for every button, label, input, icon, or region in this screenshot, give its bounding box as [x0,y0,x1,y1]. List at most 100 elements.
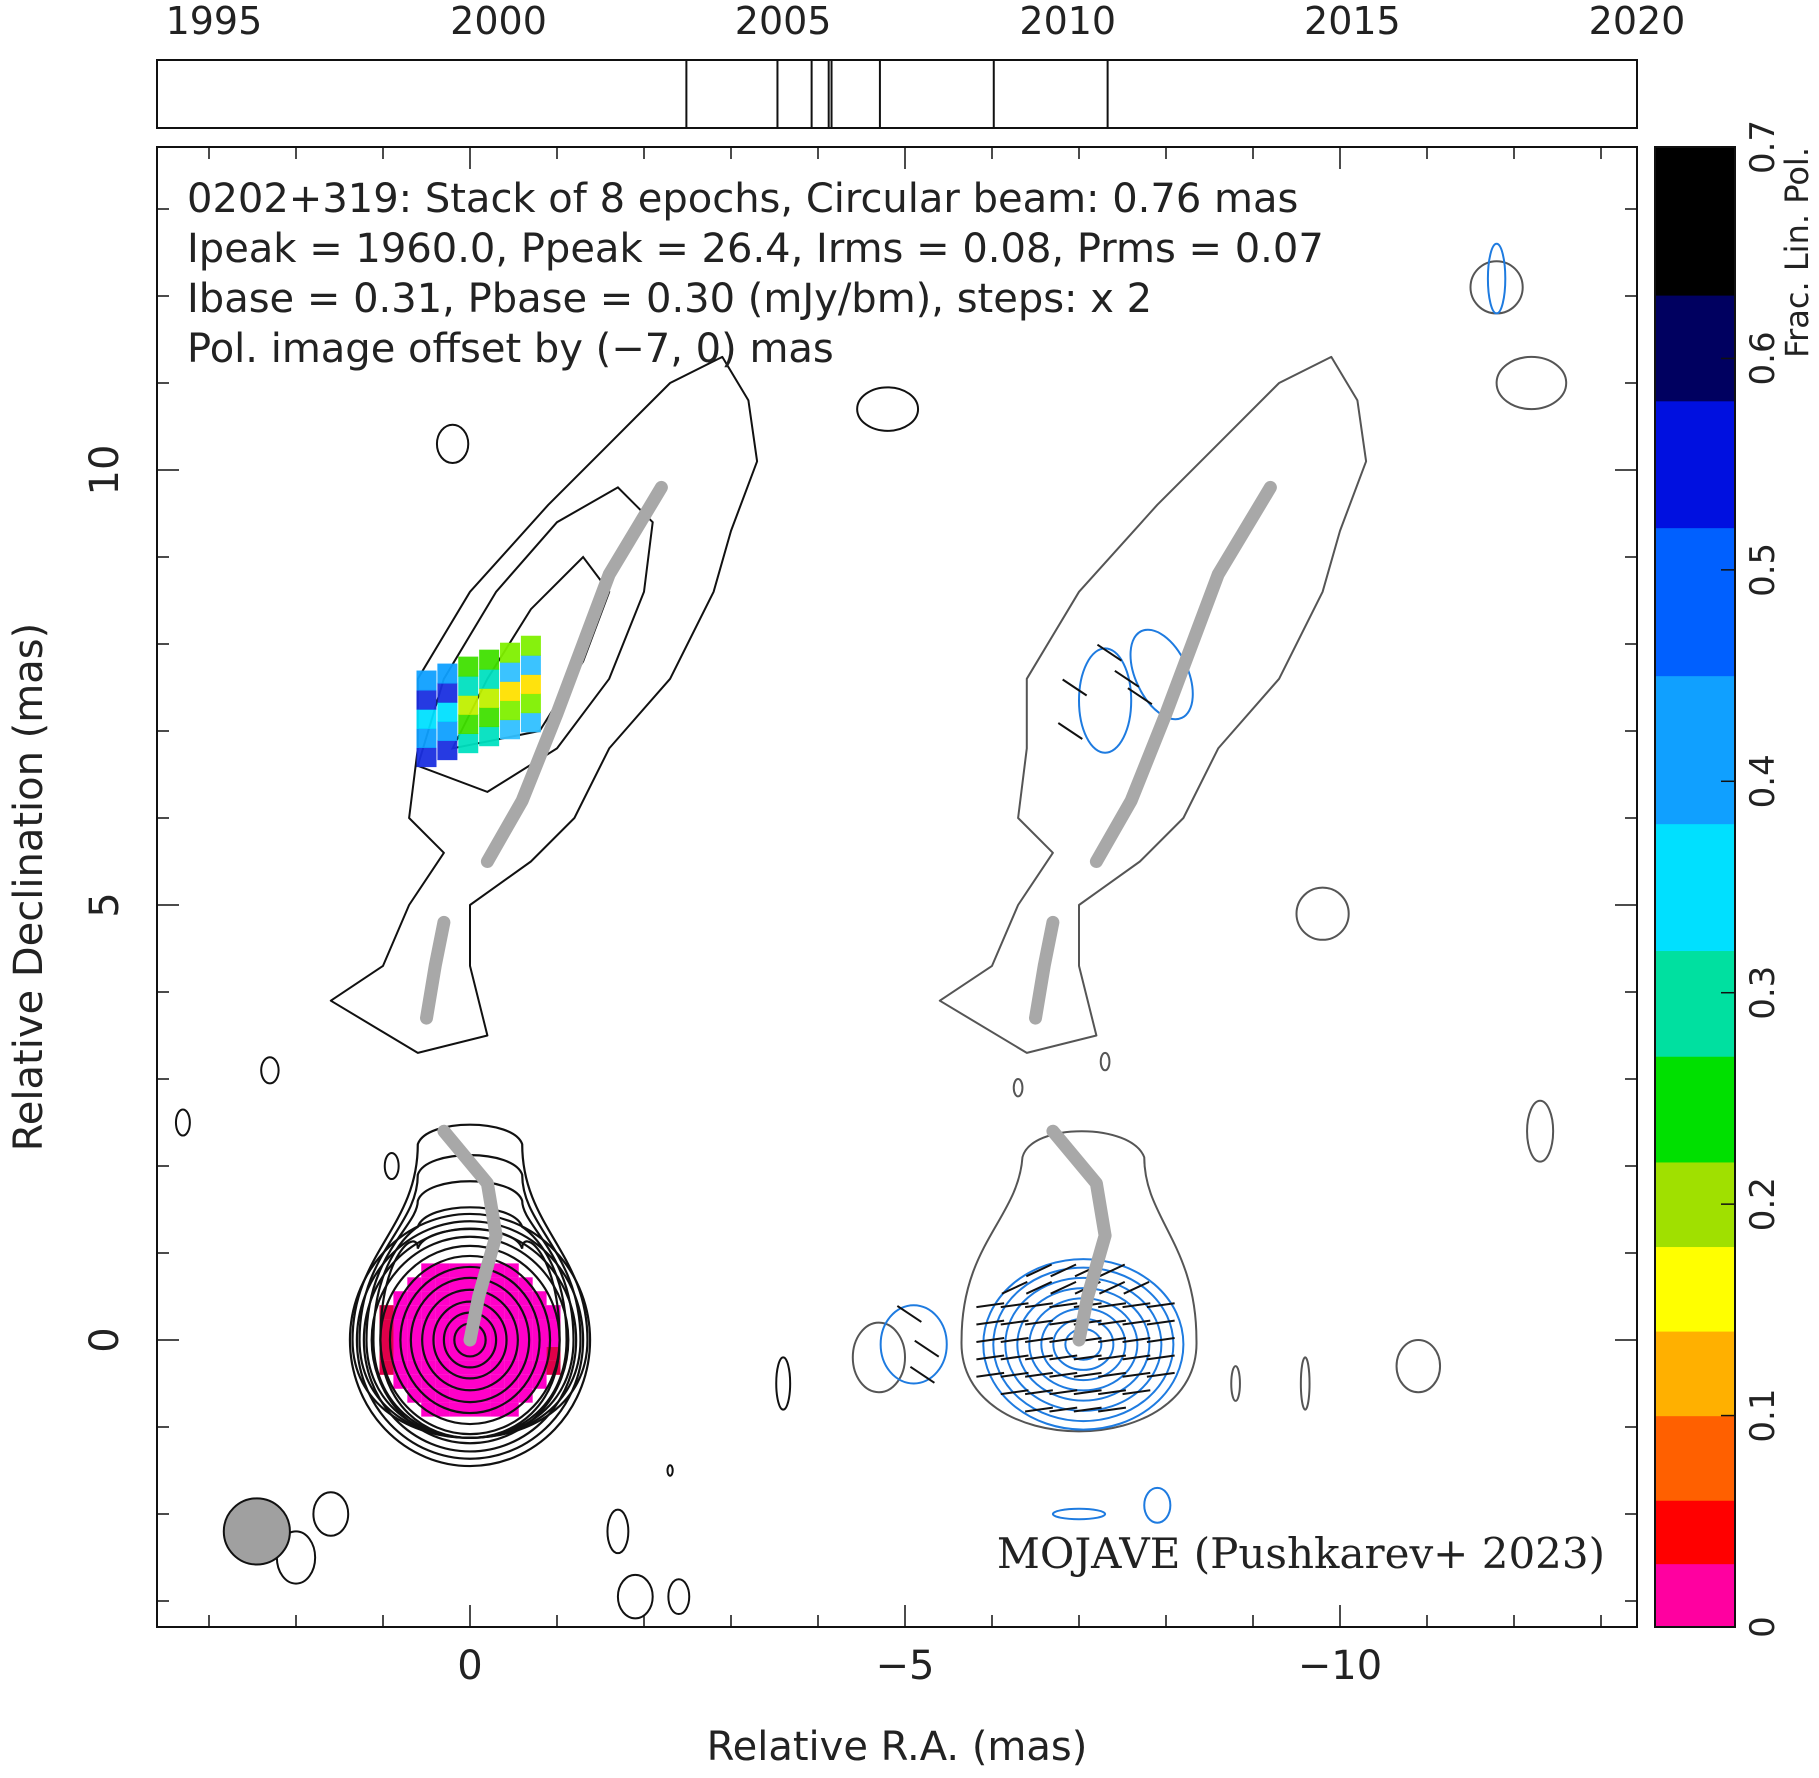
colorbar-band [1655,1098,1735,1121]
contour-blob [1230,1365,1241,1402]
colorbar-band [1655,823,1735,846]
fracpol-pixel [463,1374,477,1389]
fracpol-pixel [421,1374,436,1389]
colorbar-band [1655,1288,1735,1311]
x-axis-label: Relative R.A. (mas) [707,1724,1088,1770]
colorbar-band [1655,548,1735,571]
colorbar-band [1655,929,1735,952]
contour-blob [851,1321,907,1394]
fracpol-pixel [520,654,541,675]
fracpol-pixel [407,1333,422,1347]
map-frame [156,146,1638,1628]
pol-contour [1143,1486,1172,1524]
evpa-stick [1122,1354,1151,1361]
fracpol-pixel [532,1346,547,1361]
core-contours [348,1123,592,1468]
header-line: 0202+319: Stack of 8 epochs, Circular be… [187,176,1298,222]
evpa-stick [1096,643,1123,662]
colorbar-band [1655,189,1735,212]
colorbar-band [1655,231,1735,254]
intensity-contour [432,1300,508,1380]
y-tick-label: 5 [82,892,128,917]
evpa-stick [1024,1389,1053,1396]
fracpol-pixel [504,1374,519,1389]
colorbar-tick-label: 0 [1743,1616,1783,1638]
colorbar-band [1655,400,1735,423]
beam-ellipse [222,1497,291,1566]
fracpol-pixel [532,1319,547,1334]
colorbar-band [1655,1267,1735,1290]
fracpol-pixel [518,1333,533,1347]
colorbar-tick-label: 0.6 [1743,331,1783,385]
fracpol-pixel [393,1319,408,1334]
colorbar-band [1655,316,1735,338]
pol-contour [982,1258,1185,1431]
evpa-stick [909,1365,935,1384]
evpa-stick [1024,1406,1053,1413]
evpa-stick [914,1339,940,1358]
jet-fracpol-fill [416,635,541,768]
colorbar-band [1655,1161,1735,1184]
x-tick-label: 0 [457,1643,482,1689]
evpa-stick [976,1337,1005,1343]
pol-contour [992,1266,1175,1423]
fracpol-pixel [449,1346,464,1361]
colorbar-band [1655,1500,1735,1522]
evpa-stick [1122,1337,1151,1343]
source-label: MOJAVE (Pushkarev+ 2023) [997,1529,1605,1578]
contour-blob [174,1108,191,1137]
fracpol-pixel [500,680,521,701]
evpa-stick [1000,1354,1029,1361]
core-ridge [437,1124,503,1347]
contour-blob [616,1573,654,1620]
contour-blob [260,1056,280,1085]
contour-blob [1099,1051,1111,1072]
fracpol-pixel [490,1360,505,1375]
fracpol-pixel [476,1346,491,1361]
colorbar-band [1655,654,1735,677]
y-tick-label: 0 [82,1327,128,1352]
colorbar-band [1655,802,1735,825]
evpa-stick [1049,1371,1078,1378]
fracpol-pixel [458,733,479,754]
colorbar-tick-label: 0.3 [1743,966,1783,1020]
colorbar-band [1655,633,1735,656]
colorbar-band [1655,1331,1735,1353]
colorbar-band [1655,781,1735,804]
contour-blob [312,1491,350,1537]
timeline-tick-label: 1995 [166,0,263,43]
colorbar-band [1655,421,1735,444]
intensity-contour [379,1227,561,1439]
fracpol-pixel [421,1388,436,1403]
header-line: Ipeak = 1960.0, Ppeak = 26.4, Irms = 0.0… [187,226,1324,272]
fracpol-pixel [500,661,521,682]
evpa-stick [1114,669,1140,688]
colorbar-band [1655,1225,1735,1248]
evpa-stick [1098,1280,1126,1295]
pol-core-contours [960,1130,1198,1433]
timeline-frame [156,59,1638,129]
evpa-stick [1146,1337,1175,1343]
colorbar-band [1655,1563,1735,1586]
colorbar-band [1655,1479,1735,1501]
contour-blob [1012,1078,1024,1098]
epoch-timeline: 1995 2000 2005 2010 2015 2020 [156,0,1685,129]
colorbar-band [1655,950,1735,973]
intensity-contour [409,1276,531,1404]
colorbar-band [1655,992,1735,1015]
colorbar-band [1655,1415,1735,1438]
evpa-stick [976,1371,1005,1378]
y-tick-label: 10 [82,445,128,496]
fracpol-pixel [416,689,437,710]
fracpol-pixel [463,1402,477,1417]
contour-blob [667,1578,691,1616]
fracpol-pixel [518,1277,533,1292]
colorbar-band [1655,1584,1735,1607]
contour-blob [1495,355,1568,411]
evpa-stick [1073,1389,1102,1396]
intensity-contour [421,1288,519,1392]
header-line: Ibase = 0.31, Pbase = 0.30 (mJy/bm), ste… [187,276,1152,322]
fracpol-pixel [449,1291,464,1306]
colorbar-band [1655,1246,1735,1269]
fracpol-pixel [504,1388,519,1403]
